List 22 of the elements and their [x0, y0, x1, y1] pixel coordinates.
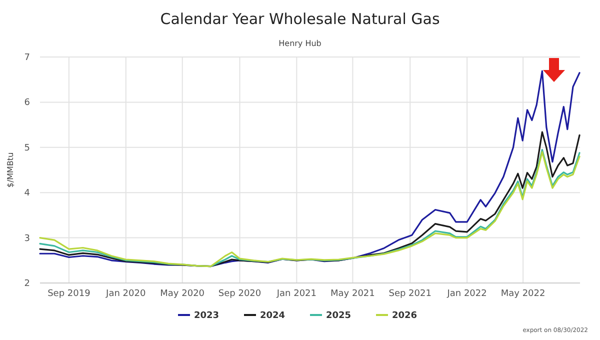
x-tick-label: May 2021: [330, 289, 375, 299]
legend-label: 2026: [392, 311, 418, 321]
legend-label: 2025: [326, 311, 352, 321]
x-tick-label: May 2020: [160, 289, 205, 299]
y-tick-label: 6: [24, 98, 30, 108]
y-tick-label: 5: [24, 143, 30, 154]
x-tick-label: Sep 2019: [48, 289, 91, 299]
x-tick-label: Jan 2022: [446, 289, 487, 299]
x-tick-label: Sep 2021: [388, 289, 432, 299]
legend-label: 2023: [194, 311, 220, 321]
x-tick-label: Jan 2020: [105, 289, 146, 299]
x-tick-label: Sep 2020: [218, 289, 262, 299]
y-axis-title: $/MMBtu: [6, 152, 15, 188]
legend-label: 2024: [260, 311, 286, 321]
y-tick-label: 7: [24, 53, 30, 63]
x-tick-label: Jan 2021: [276, 289, 317, 299]
chart-title: Calendar Year Wholesale Natural Gas: [160, 10, 440, 28]
y-tick-label: 2: [24, 279, 30, 289]
chart-subtitle: Henry Hub: [278, 39, 322, 48]
x-tick-label: May 2022: [500, 289, 546, 299]
y-tick-label: 3: [24, 234, 30, 244]
y-tick-label: 4: [24, 188, 30, 199]
